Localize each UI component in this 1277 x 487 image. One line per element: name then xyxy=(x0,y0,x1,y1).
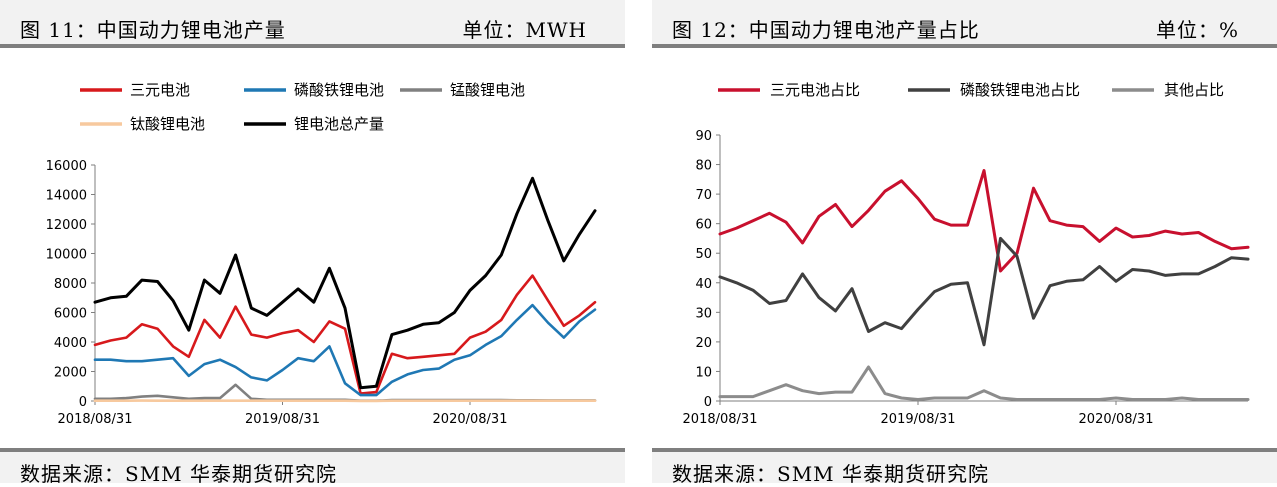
unit-label: 单位：MWH xyxy=(463,14,587,43)
series-line xyxy=(720,171,1248,272)
chart-header: 图 12：中国动力锂电池产量占比 单位：% xyxy=(652,0,1277,48)
chart-panel-share: 图 12：中国动力锂电池产量占比 单位：% 三元电池占比 磷酸铁锂电池占比 其他占比… xyxy=(652,0,1277,483)
y-tick-label: 8000 xyxy=(54,277,87,292)
y-tick-label: 10 xyxy=(695,365,712,380)
y-tick-label: 16000 xyxy=(46,159,87,174)
y-tick-label: 50 xyxy=(695,247,712,262)
series-line xyxy=(720,238,1248,344)
x-tick-label: 2019/08/31 xyxy=(245,412,320,427)
x-tick-label: 2020/08/31 xyxy=(433,412,508,427)
legend-label: 其他占比 xyxy=(1164,81,1224,99)
y-tick-label: 0 xyxy=(704,395,712,410)
chart-panel-production: 图 11：中国动力锂电池产量 单位：MWH 三元电池 磷酸铁锂电池 锰酸锂电池钛酸锂… xyxy=(0,0,625,483)
y-tick-label: 40 xyxy=(695,277,712,292)
series-line xyxy=(95,276,595,394)
y-tick-label: 80 xyxy=(695,159,712,174)
y-tick-label: 12000 xyxy=(46,218,87,233)
y-tick-label: 20 xyxy=(695,336,712,351)
x-tick-label: 2019/08/31 xyxy=(881,412,956,427)
chart-header: 图 11：中国动力锂电池产量 单位：MWH xyxy=(0,0,625,48)
legend-label: 三元电池占比 xyxy=(770,81,860,99)
legend-label: 锰酸锂电池 xyxy=(450,81,525,99)
x-tick-label: 2020/08/31 xyxy=(1079,412,1154,427)
y-tick-label: 10000 xyxy=(46,248,87,263)
share-line-chart: 三元电池占比 磷酸铁锂电池占比 其他占比 0 10 20 30 40 50 60 70 80 90 201… xyxy=(652,48,1277,448)
chart-title: 图 11：中国动力锂电池产量 xyxy=(20,14,286,43)
y-tick-label: 0 xyxy=(79,395,87,410)
legend-label: 磷酸铁锂电池占比 xyxy=(960,81,1080,99)
legend-label: 三元电池 xyxy=(130,81,190,99)
x-tick-label: 2018/08/31 xyxy=(58,412,133,427)
source-footer: 数据来源：SMM 华泰期货研究院 xyxy=(652,448,1277,483)
y-tick-label: 14000 xyxy=(46,189,87,204)
y-tick-label: 90 xyxy=(695,129,712,144)
legend-label: 磷酸铁锂电池 xyxy=(294,81,384,99)
y-tick-label: 6000 xyxy=(54,307,87,322)
legend-label: 钛酸锂电池 xyxy=(130,115,205,133)
y-tick-label: 60 xyxy=(695,218,712,233)
y-tick-label: 2000 xyxy=(54,366,87,381)
series-line xyxy=(95,385,595,401)
series-line xyxy=(720,367,1248,400)
series-line xyxy=(95,305,595,395)
y-tick-label: 30 xyxy=(695,306,712,321)
legend-label: 锂电池总产量 xyxy=(294,115,384,133)
unit-label: 单位：% xyxy=(1156,14,1239,43)
y-tick-label: 4000 xyxy=(54,336,87,351)
y-tick-label: 70 xyxy=(695,188,712,203)
chart-title: 图 12：中国动力锂电池产量占比 xyxy=(672,14,980,43)
x-tick-label: 2018/08/31 xyxy=(683,412,758,427)
series-line xyxy=(95,178,595,387)
source-footer: 数据来源：SMM 华泰期货研究院 xyxy=(0,448,625,483)
